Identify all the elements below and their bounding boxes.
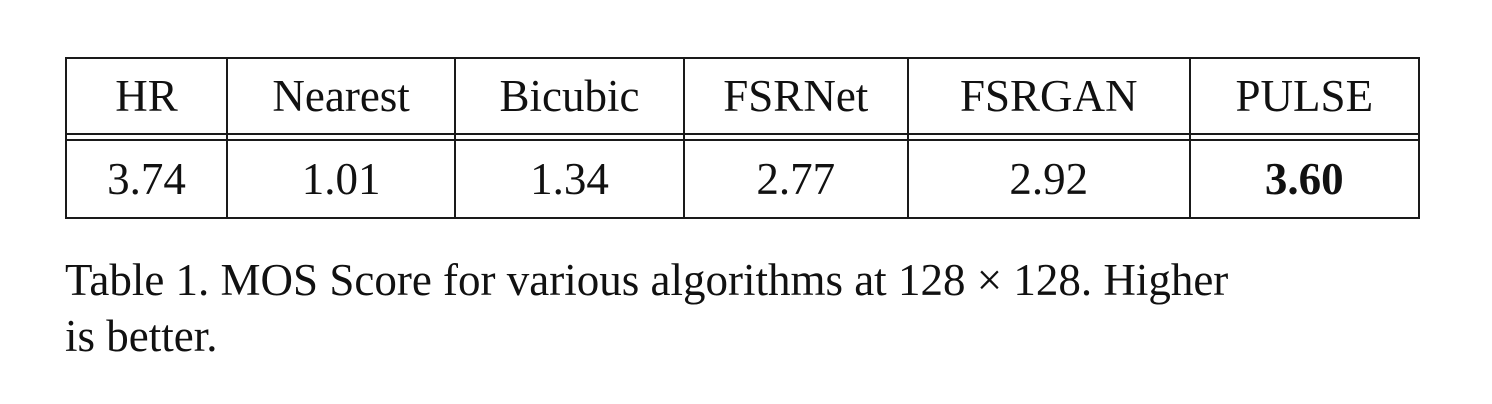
value-cell-fsrgan: 2.92	[906, 139, 1191, 219]
rule-cell	[225, 134, 457, 141]
rule-cell	[1188, 134, 1421, 141]
header-cell-fsrnet: FSRNet	[682, 57, 909, 135]
table-caption: Table 1. MOS Score for various algorithm…	[65, 252, 1425, 364]
header-cell-bicubic: Bicubic	[454, 57, 685, 135]
header-cell-nearest: Nearest	[225, 57, 457, 135]
caption-line-1: Table 1. MOS Score for various algorithm…	[65, 255, 1229, 305]
rule-cell	[682, 134, 909, 141]
table-header-row: HR Nearest Bicubic FSRNet FSRGAN PULSE	[65, 57, 1421, 135]
value-cell-nearest: 1.01	[225, 139, 457, 219]
rule-cell	[65, 134, 228, 141]
header-cell-hr: HR	[65, 57, 228, 135]
value-cell-bicubic: 1.34	[454, 139, 685, 219]
rule-cell	[454, 134, 685, 141]
header-cell-fsrgan: FSRGAN	[906, 57, 1191, 135]
table-double-rule	[65, 134, 1421, 141]
caption-line-2: is better.	[65, 311, 218, 361]
header-cell-pulse: PULSE	[1188, 57, 1421, 135]
mos-table-container: HR Nearest Bicubic FSRNet FSRGAN PULSE 3…	[65, 57, 1421, 219]
value-cell-hr: 3.74	[65, 139, 228, 219]
mos-score-table: HR Nearest Bicubic FSRNet FSRGAN PULSE 3…	[65, 57, 1421, 219]
table-value-row: 3.74 1.01 1.34 2.77 2.92 3.60	[65, 139, 1421, 219]
value-cell-fsrnet: 2.77	[682, 139, 909, 219]
value-cell-pulse-best: 3.60	[1188, 139, 1421, 219]
rule-cell	[906, 134, 1191, 141]
